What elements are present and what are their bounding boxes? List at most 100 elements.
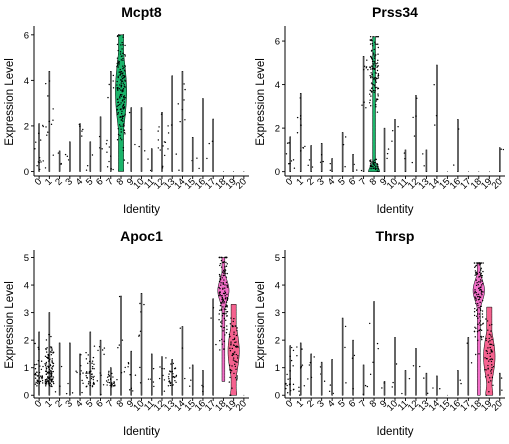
data-point: [375, 158, 377, 161]
data-point: [173, 376, 176, 379]
data-point: [218, 295, 220, 297]
data-point: [54, 391, 57, 393]
data-point: [36, 382, 38, 384]
data-point: [119, 73, 122, 76]
data-point: [375, 104, 377, 106]
data-point: [368, 102, 371, 104]
data-point: [34, 363, 36, 366]
y-tick-label: 5: [24, 253, 29, 264]
data-point: [51, 358, 53, 360]
data-point: [478, 322, 481, 324]
data-point: [475, 291, 477, 294]
data-point: [481, 280, 483, 282]
data-point: [369, 89, 371, 92]
data-point: [41, 377, 43, 380]
data-point: [92, 381, 95, 384]
data-point: [375, 72, 377, 74]
data-point: [179, 120, 181, 123]
data-point: [106, 384, 108, 386]
points-cluster-6: [353, 163, 358, 171]
x-tick-label: 7: [357, 398, 369, 410]
data-point: [100, 374, 102, 376]
data-point: [47, 383, 50, 385]
data-point: [169, 382, 171, 385]
data-point: [230, 344, 232, 346]
data-point: [482, 270, 484, 273]
data-point: [377, 95, 379, 97]
data-point: [87, 362, 89, 365]
points-cluster-0: [285, 142, 296, 169]
data-point: [117, 111, 119, 114]
data-point: [342, 143, 345, 146]
data-point: [117, 347, 119, 349]
data-point: [169, 384, 172, 387]
data-point: [480, 337, 483, 339]
violin-cluster-3: [69, 342, 71, 396]
data-point: [293, 388, 295, 391]
data-point: [479, 305, 482, 308]
data-point: [369, 163, 372, 165]
points-cluster-3: [319, 366, 326, 382]
data-point: [67, 159, 70, 161]
data-point: [122, 57, 124, 60]
data-point: [88, 372, 90, 374]
points-cluster-6: [98, 135, 103, 150]
data-point: [99, 147, 101, 149]
violin-cluster-3: [320, 361, 323, 396]
data-point: [491, 351, 494, 353]
data-point: [221, 322, 223, 324]
data-point: [120, 128, 122, 130]
violin-cluster-8: [120, 295, 122, 396]
data-point: [129, 373, 131, 376]
data-point: [372, 52, 375, 54]
data-point: [37, 348, 40, 350]
data-point: [91, 360, 94, 362]
data-point: [122, 52, 124, 55]
data-point: [374, 80, 377, 82]
data-point: [170, 371, 172, 373]
data-point: [119, 108, 122, 111]
data-point: [485, 337, 487, 340]
data-point: [403, 152, 406, 154]
x-tick-label: 9: [378, 176, 390, 188]
data-point: [112, 168, 114, 171]
data-point: [392, 130, 394, 132]
data-point: [372, 66, 374, 68]
data-point: [127, 366, 129, 368]
data-point: [124, 53, 126, 56]
data-point: [44, 363, 46, 365]
data-point: [152, 381, 155, 383]
data-point: [475, 272, 477, 274]
data-point: [490, 369, 493, 371]
data-point: [322, 160, 324, 163]
data-point: [292, 383, 295, 386]
x-tick-label: 9: [125, 398, 137, 410]
data-point: [48, 80, 51, 82]
data-point: [116, 113, 119, 116]
data-point: [49, 346, 51, 348]
data-point: [356, 169, 358, 171]
data-point: [52, 365, 55, 367]
data-point: [81, 130, 83, 132]
data-point: [118, 124, 121, 126]
data-point: [92, 378, 95, 381]
points-cluster-18: [218, 256, 229, 351]
x-tick-label: 3: [315, 398, 327, 410]
data-point: [487, 367, 489, 369]
data-point: [228, 333, 231, 336]
data-point: [50, 384, 53, 386]
data-point: [174, 367, 177, 369]
data-point: [140, 311, 142, 313]
data-point: [475, 264, 478, 267]
data-point: [376, 66, 378, 68]
points-cluster-4: [328, 384, 334, 395]
data-point: [219, 287, 221, 290]
data-point: [373, 54, 375, 56]
data-point: [162, 165, 164, 168]
data-point: [123, 86, 126, 88]
points-cluster-5: [344, 325, 347, 384]
data-point: [363, 68, 365, 71]
data-point: [45, 381, 48, 383]
data-point: [93, 375, 95, 378]
data-point: [119, 116, 121, 118]
